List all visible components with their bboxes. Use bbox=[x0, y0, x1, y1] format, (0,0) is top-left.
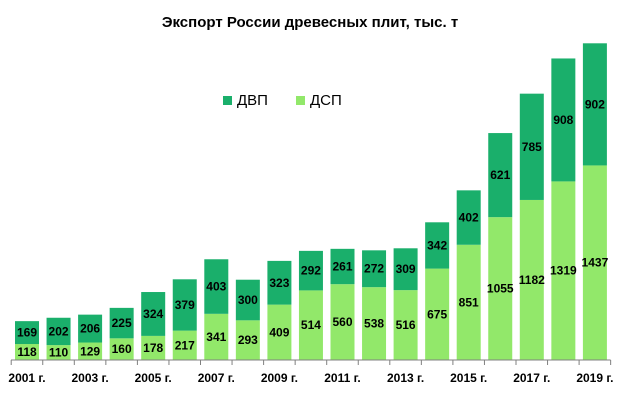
label-dsp-2009: 409 bbox=[269, 325, 289, 339]
bar-dvp-2006 bbox=[172, 279, 197, 331]
x-tick-label-2019: 2019 г. bbox=[576, 371, 613, 385]
label-dsp-2012: 538 bbox=[364, 317, 384, 331]
bar-dsp-2009 bbox=[267, 304, 292, 360]
bar-dsp-2017 bbox=[519, 199, 544, 360]
bar-dvp-2008 bbox=[235, 279, 260, 321]
label-dsp-2014: 675 bbox=[427, 307, 447, 321]
label-dsp-2018: 1319 bbox=[550, 264, 577, 278]
x-tick-label-2011: 2011 г. bbox=[324, 371, 361, 385]
label-dsp-2016: 1055 bbox=[487, 282, 514, 296]
chart-title: Экспорт России древесных плит, тыс. т bbox=[161, 14, 459, 31]
label-dvp-2011: 261 bbox=[332, 260, 352, 274]
legend-item-dsp: ДСП bbox=[295, 92, 342, 109]
label-dsp-2006: 217 bbox=[175, 338, 195, 352]
bar-dsp-2013 bbox=[393, 290, 418, 360]
label-dsp-2007: 341 bbox=[206, 330, 226, 344]
bar-dvp-2005 bbox=[141, 292, 166, 336]
label-dsp-2001: 118 bbox=[17, 345, 37, 359]
label-dvp-2002: 202 bbox=[49, 324, 69, 338]
bar-dvp-2019 bbox=[582, 43, 607, 166]
bar-dvp-2011 bbox=[330, 248, 355, 285]
legend-item-dvp: ДВП bbox=[223, 92, 268, 109]
legend-swatch-dvp bbox=[223, 96, 232, 105]
bar-dsp-2006 bbox=[172, 330, 197, 360]
bar-dsp-2010 bbox=[298, 290, 323, 360]
label-dsp-2003: 129 bbox=[80, 344, 100, 358]
label-dsp-2011: 560 bbox=[332, 315, 352, 329]
legend-label-dsp: ДСП bbox=[309, 92, 342, 109]
x-tick-label-2009: 2009 г. bbox=[261, 371, 298, 385]
bar-dsp-2008 bbox=[235, 320, 260, 360]
x-tick-label-2013: 2013 г. bbox=[387, 371, 424, 385]
legend-label-dvp: ДВП bbox=[237, 92, 268, 109]
label-dsp-2019: 1437 bbox=[582, 256, 609, 270]
bar-dsp-2016 bbox=[488, 217, 513, 360]
bar-dsp-2007 bbox=[204, 313, 229, 360]
label-dsp-2005: 178 bbox=[143, 341, 163, 355]
bar-dvp-2017 bbox=[519, 93, 544, 200]
x-tick-label-2017: 2017 г. bbox=[513, 371, 550, 385]
label-dvp-2005: 324 bbox=[143, 307, 163, 321]
bar-dvp-2007 bbox=[204, 259, 229, 314]
label-dvp-2004: 225 bbox=[112, 316, 132, 330]
label-dvp-2003: 206 bbox=[80, 322, 100, 336]
label-dvp-2008: 300 bbox=[238, 293, 258, 307]
label-dvp-2018: 908 bbox=[553, 113, 573, 127]
label-dvp-2015: 402 bbox=[459, 211, 479, 225]
bar-dvp-2018 bbox=[551, 58, 576, 182]
bar-dvp-2012 bbox=[362, 250, 387, 288]
label-dvp-2007: 403 bbox=[206, 280, 226, 294]
bar-dvp-2001 bbox=[15, 321, 39, 345]
bar-dsp-2004 bbox=[109, 338, 134, 360]
x-tick-label-2001: 2001 г. bbox=[8, 371, 45, 385]
label-dvp-2012: 272 bbox=[364, 262, 384, 276]
label-dvp-2014: 342 bbox=[427, 238, 447, 252]
bar-dsp-2001 bbox=[15, 344, 39, 360]
label-dvp-2013: 309 bbox=[396, 262, 416, 276]
bar-dsp-2012 bbox=[362, 287, 387, 360]
label-dsp-2017: 1182 bbox=[519, 273, 545, 287]
label-dsp-2004: 160 bbox=[112, 342, 132, 356]
bar-dsp-2019 bbox=[582, 165, 607, 360]
bar-dsp-2011 bbox=[330, 284, 355, 360]
label-dvp-2019: 902 bbox=[585, 97, 605, 111]
label-dsp-2002: 110 bbox=[49, 346, 69, 360]
bar-dvp-2015 bbox=[456, 190, 481, 245]
x-tick-label-2007: 2007 г. bbox=[198, 371, 235, 385]
bar-dsp-2005 bbox=[141, 335, 166, 360]
bar-dsp-2014 bbox=[425, 268, 450, 360]
bar-dvp-2002 bbox=[46, 317, 71, 346]
label-dvp-2017: 785 bbox=[522, 140, 542, 154]
label-dsp-2013: 516 bbox=[396, 318, 416, 332]
label-dvp-2009: 323 bbox=[269, 276, 289, 290]
bar-dvp-2010 bbox=[298, 250, 323, 291]
label-dvp-2001: 169 bbox=[17, 326, 37, 340]
bar-dsp-2015 bbox=[456, 244, 481, 360]
bar-dsp-2018 bbox=[551, 181, 576, 360]
x-tick-label-2003: 2003 г. bbox=[72, 371, 109, 385]
bar-dvp-2016 bbox=[488, 133, 513, 218]
label-dvp-2006: 379 bbox=[175, 298, 195, 312]
bar-dvp-2014 bbox=[425, 222, 450, 269]
label-dsp-2008: 293 bbox=[238, 333, 258, 347]
bar-dvp-2009 bbox=[267, 260, 292, 305]
bar-dvp-2003 bbox=[78, 314, 103, 343]
label-dsp-2010: 514 bbox=[301, 318, 321, 332]
bar-dsp-2003 bbox=[78, 342, 103, 360]
bar-dvp-2013 bbox=[393, 248, 418, 291]
x-tick-label-2005: 2005 г. bbox=[135, 371, 172, 385]
bar-dsp-2002 bbox=[46, 345, 71, 360]
legend-swatch-dsp bbox=[295, 96, 305, 105]
legend: ДВП ДСП bbox=[223, 92, 342, 109]
label-dvp-2010: 292 bbox=[301, 264, 321, 278]
x-tick-label-2015: 2015 г. bbox=[450, 371, 487, 385]
label-dvp-2016: 621 bbox=[490, 168, 510, 182]
label-dsp-2015: 851 bbox=[459, 295, 479, 309]
bar-dvp-2004 bbox=[109, 307, 134, 339]
